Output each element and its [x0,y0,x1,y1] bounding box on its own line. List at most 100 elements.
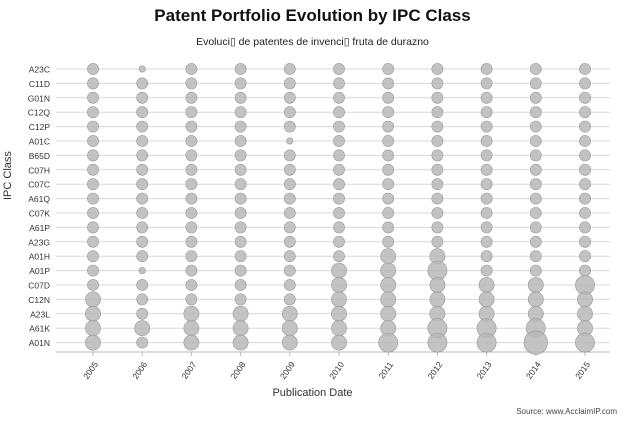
bubble-point [331,320,347,337]
bubble-point [431,91,444,104]
bubble-point [185,178,198,191]
bubble-point [431,120,444,133]
bubble-point [431,106,444,119]
bubble-point [476,332,497,353]
source-note: Source: www.AcclaimIP.com [516,407,617,416]
bubble-point [480,207,493,219]
bubble-point [579,192,591,205]
y-tick-label: G01N [28,93,50,103]
bubble-point [234,192,247,205]
bubble-point [87,106,99,119]
bubble-point [87,120,99,133]
bubble-point [480,178,493,191]
y-tick-label: C07H [28,165,50,175]
bubble-point [283,192,296,205]
bubble-point [87,279,99,291]
bubble-point [431,77,444,90]
bubble-point [136,250,149,263]
bubble-point [579,221,591,234]
bubble-point [333,250,345,263]
x-tick-label: 2007 [179,359,198,380]
bubble-point [523,330,548,355]
bubble-point [283,178,296,191]
bubble-point [382,77,395,90]
bubble-point [382,192,395,205]
bubble-point [136,307,149,320]
bubble-point [333,207,345,219]
bubble-point [431,63,444,75]
bubble-point [234,250,247,263]
bubble-point [281,334,298,351]
y-tick-label: A61Q [28,194,50,204]
bubble-point [87,178,99,191]
y-tick-label: B65D [29,151,50,161]
bubble-point [333,135,345,147]
bubble-point [87,149,99,162]
bubble-point [185,250,198,263]
bubble-point [378,332,399,353]
bubble-point [185,235,198,248]
bubble-point [480,264,493,277]
bubble-point [529,120,542,133]
bubble-point [87,221,99,234]
bubble-point [529,163,542,176]
bubble-point [480,77,493,90]
bubble-point [136,135,149,147]
chart-subtitle: Evoluci▯ de patentes de invenci▯ fruta d… [196,36,429,48]
bubble-point [136,163,149,176]
bubble-point [283,120,296,133]
y-tick-label: C12P [29,122,51,132]
bubble-point [134,320,151,337]
bubble-point [431,178,444,191]
bubble-point [529,235,542,248]
bubble-point [87,77,99,90]
bubble-point [87,192,99,205]
bubble-point [281,305,298,322]
y-tick-label: A61P [29,223,50,233]
bubble-point [382,163,395,176]
x-tick-label: 2011 [376,360,395,381]
bubble-point [529,77,542,90]
bubble-point [185,192,198,205]
bubble-point [577,305,593,322]
y-tick-label: C11D [29,79,50,89]
bubble-point [480,192,493,205]
x-tick-label: 2006 [130,359,149,380]
bubble-point [480,106,493,119]
bubble-point [234,163,247,176]
bubble-point [281,320,298,337]
x-axis-label: Publication Date [272,387,353,399]
bubble-point [431,207,444,219]
x-tick-label: 2015 [573,359,592,380]
bubble-point [529,192,542,205]
bubble-point [333,192,345,205]
bubble-point [480,63,493,75]
bubble-point [333,178,345,191]
bubble-point [185,106,198,119]
bubble-point [429,291,446,308]
bubble-point [529,91,542,104]
bubble-point [234,178,247,191]
bubble-point [185,120,198,133]
bubble-point [283,63,296,75]
y-tick-label: A61K [29,324,50,334]
bubble-point [333,120,345,133]
bubble-point [136,91,149,104]
bubble-point [480,91,493,104]
bubble-point [579,207,591,219]
bubble-point [138,267,146,275]
y-tick-label: C07C [28,180,50,190]
bubble-point [579,77,591,90]
bubble-point [87,207,99,219]
bubble-point [283,235,296,248]
bubble-point [87,63,99,75]
bubble-point [283,264,296,277]
bubble-point [480,235,493,248]
bubble-point [283,250,296,263]
bubble-point [529,207,542,219]
bubble-point [136,221,149,234]
bubble-point [87,235,99,248]
bubble-point [579,149,591,162]
bubble-point [478,291,495,308]
